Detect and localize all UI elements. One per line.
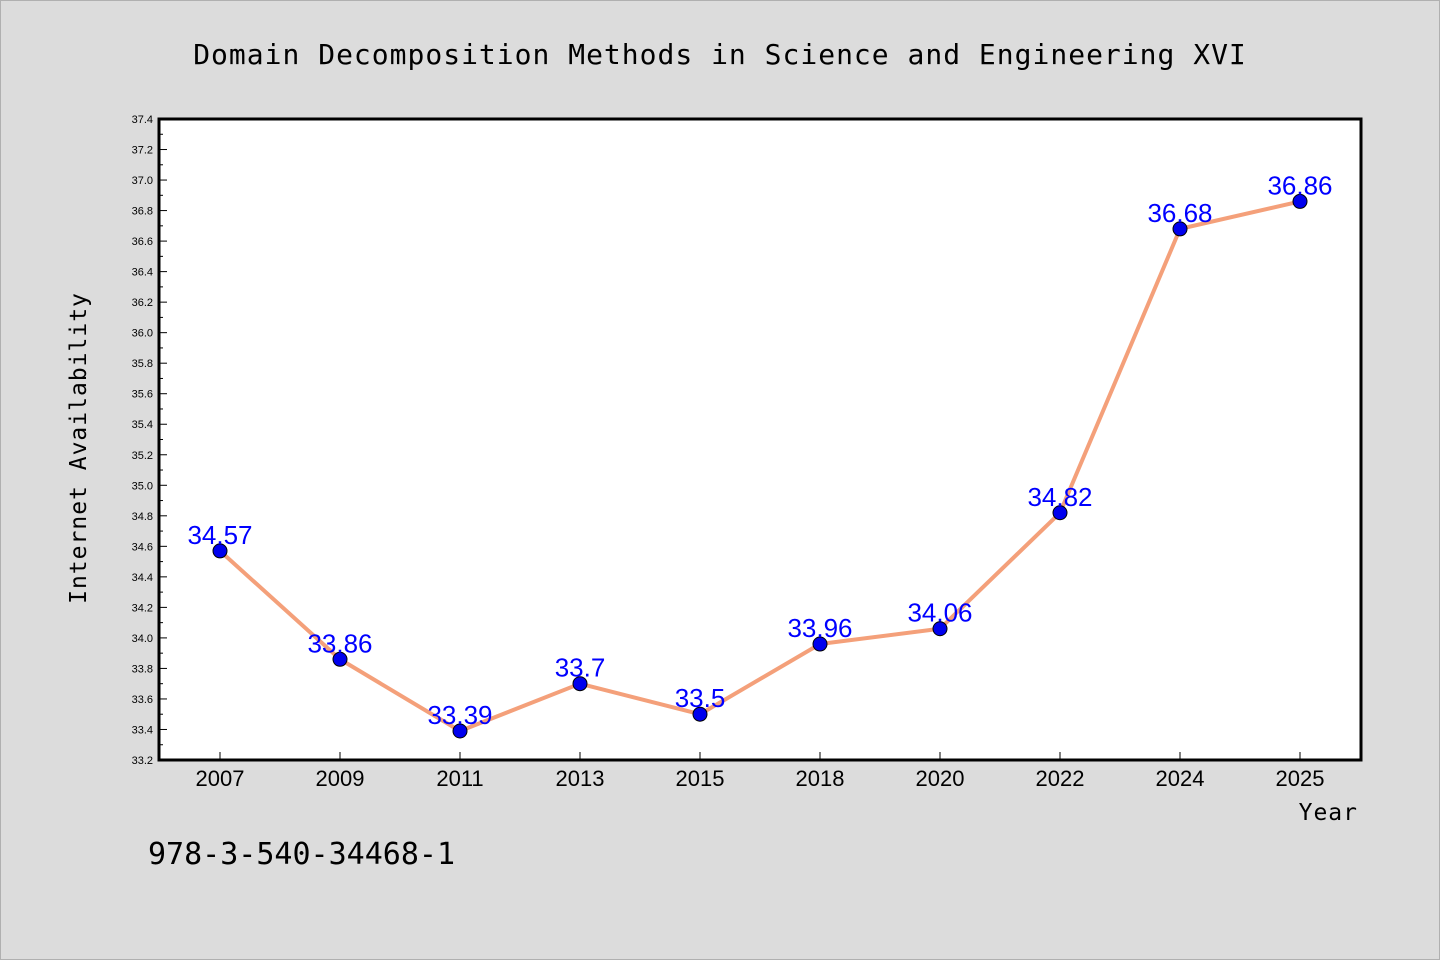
y-tick-label: 36.4	[132, 267, 153, 279]
y-axis: 33.2 33.4 33.6 33.8 34.0 34.2 34.4 34.6 34.8 35.0…	[132, 114, 167, 767]
y-tick-label: 35.2	[132, 450, 153, 462]
series-line	[218, 199, 1301, 734]
y-axis-title: Internet Availability	[66, 292, 92, 604]
x-tick-label: 2007	[196, 766, 245, 791]
y-tick-label: 34.8	[132, 511, 153, 523]
y-tick-label: 36.8	[132, 206, 153, 218]
y-tick-label: 34.6	[132, 541, 153, 553]
y-tick-label: 35.0	[132, 480, 153, 492]
x-tick-label: 2009	[316, 766, 365, 791]
data-label: 33.39	[427, 700, 492, 730]
y-tick-label: 33.6	[132, 694, 153, 706]
data-point	[1052, 505, 1068, 521]
x-axis-title: Year	[1299, 800, 1358, 826]
y-tick-label: 33.8	[132, 663, 153, 675]
data-label: 33.86	[307, 628, 372, 658]
data-point	[1292, 193, 1308, 209]
y-tick-label: 36.2	[132, 297, 153, 309]
y-tick-label: 37.0	[132, 175, 153, 187]
y-tick-label: 33.4	[132, 724, 153, 736]
chart-title: Domain Decomposition Methods in Science …	[193, 38, 1247, 71]
data-label: 34.82	[1027, 482, 1092, 512]
y-tick-label: 37.4	[132, 114, 153, 126]
x-tick-label: 2011	[436, 766, 483, 791]
x-tick-label: 2022	[1036, 766, 1085, 791]
data-label: 33.96	[787, 613, 852, 643]
x-tick-label: 2013	[556, 766, 605, 791]
data-label: 33.5	[675, 683, 726, 713]
x-tick-label: 2020	[916, 766, 965, 791]
y-tick-label: 36.0	[132, 328, 153, 340]
y-tick-label: 34.2	[132, 602, 153, 614]
y-tick-label: 37.2	[132, 145, 153, 157]
data-point	[932, 621, 948, 637]
data-point	[332, 651, 348, 667]
data-label: 34.06	[907, 598, 972, 628]
isbn-footer: 978-3-540-34468-1	[148, 837, 455, 872]
plot-area	[157, 117, 1363, 762]
y-tick-label: 33.2	[132, 755, 153, 767]
data-label: 33.7	[555, 653, 606, 683]
data-point	[212, 543, 228, 559]
x-tick-label: 2018	[796, 766, 845, 791]
y-tick-label: 35.6	[132, 389, 153, 401]
data-point	[812, 636, 828, 652]
y-tick-label: 35.4	[132, 419, 153, 431]
y-tick-label: 34.0	[132, 633, 153, 645]
data-point	[1172, 221, 1188, 237]
x-tick-label: 2015	[676, 766, 725, 791]
y-tick-label: 35.8	[132, 358, 153, 370]
data-label: 34.57	[187, 520, 252, 550]
y-tick-label: 34.4	[132, 572, 153, 584]
data-labels: 34.57 33.86 33.39 33.7 33.5 33.96 34.06 34.82 36…	[187, 170, 1332, 730]
data-label: 36.86	[1267, 170, 1332, 200]
y-tick-label: 36.6	[132, 236, 153, 248]
x-axis: 2007 2009 2011 2013 2015 2018 2020 2022 2024 2025	[196, 752, 1325, 791]
data-label: 36.68	[1147, 198, 1212, 228]
data-point	[692, 706, 708, 722]
x-tick-label: 2024	[1156, 766, 1205, 791]
data-point	[452, 723, 468, 739]
x-tick-label: 2025	[1276, 766, 1325, 791]
data-point	[572, 676, 588, 692]
series-layer	[212, 193, 1308, 739]
